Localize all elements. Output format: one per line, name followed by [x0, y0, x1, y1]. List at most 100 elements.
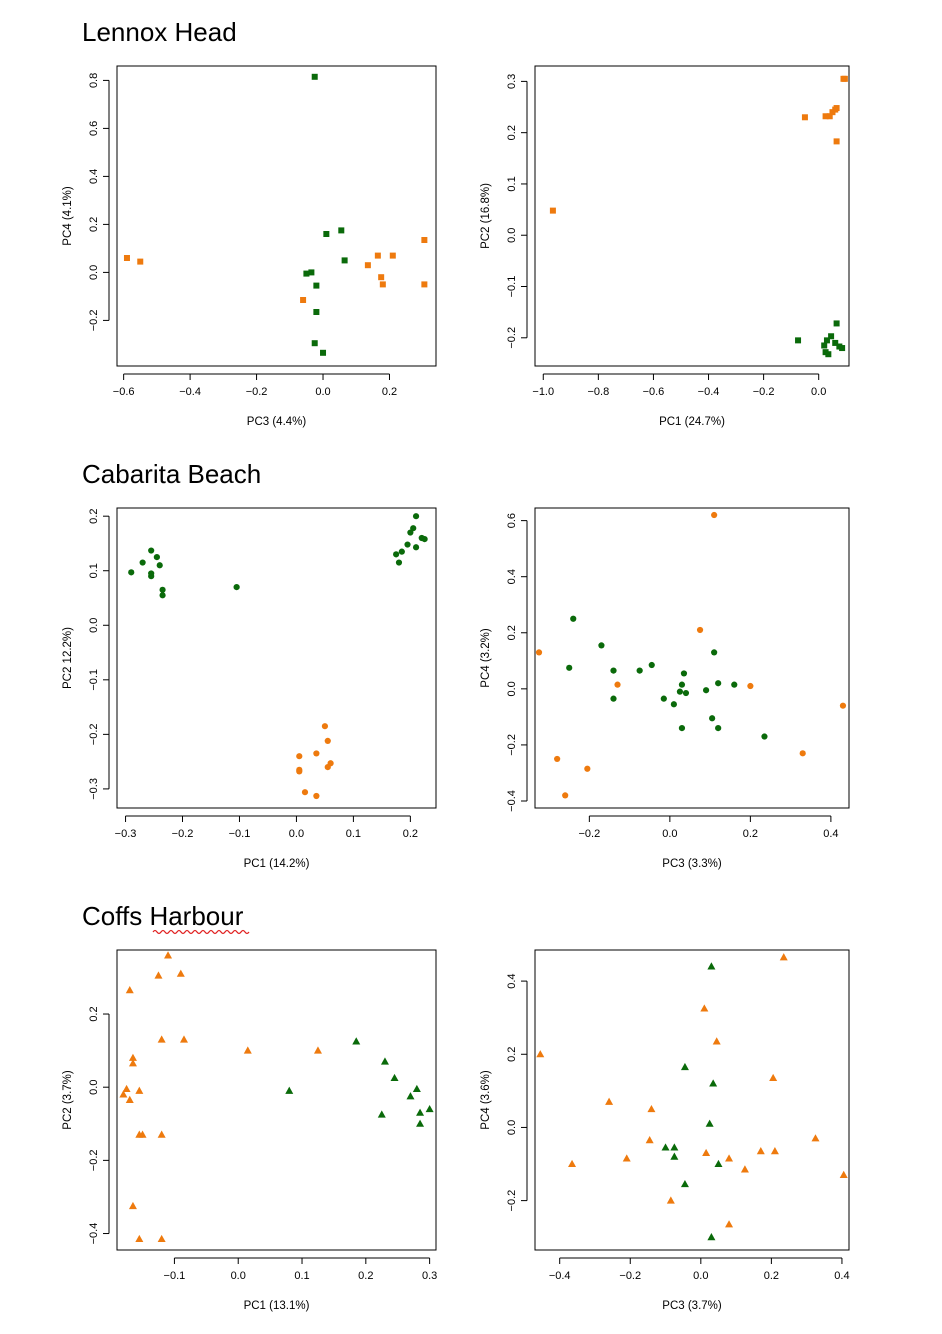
orange-circle-point [301, 789, 309, 796]
green-circle-point [598, 642, 605, 649]
y-tick-label: −0.2 [88, 1150, 100, 1172]
green-circle-point [702, 687, 710, 694]
y-axis-label: PC2 12.2%) [62, 627, 74, 689]
y-tick-label: −0.3 [88, 778, 100, 800]
green-triangle-point [670, 1152, 679, 1160]
x-tick-label: 0.0 [289, 828, 304, 840]
y-tick-label: 0.2 [506, 1047, 518, 1062]
orange-triangle-point [702, 1148, 711, 1157]
orange-triangle-point [157, 1035, 166, 1043]
x-tick-label: 0.0 [811, 386, 826, 398]
y-tick-label: −0.2 [506, 327, 518, 349]
orange-triangle-point [811, 1134, 820, 1142]
orange-triangle-point [645, 1136, 654, 1144]
orange-circle-point [747, 682, 754, 690]
green-circle-point [678, 681, 686, 688]
orange-circle-point [562, 792, 569, 799]
orange-circle-point [535, 649, 543, 656]
green-circle-point [412, 544, 420, 551]
y-tick-label: 0.4 [506, 569, 518, 584]
x-tick-label: −0.2 [619, 1270, 641, 1282]
green-square-point [795, 337, 802, 344]
green-circle-point [682, 689, 690, 697]
orange-triangle-point [769, 1073, 778, 1082]
x-axis-label: PC1 (14.2%) [244, 858, 310, 870]
x-tick-label: −0.1 [229, 828, 251, 840]
green-square-point [320, 349, 327, 356]
green-circle-point [731, 681, 738, 688]
y-axis-label: PC2 (3.7%) [62, 1070, 74, 1130]
section-title-lennox-head: Lennox Head [82, 17, 237, 47]
y-tick-label: −0.1 [506, 276, 518, 298]
y-tick-label: 0.4 [506, 973, 518, 988]
orange-square-point [822, 113, 829, 120]
orange-circle-point [324, 763, 331, 771]
green-square-point [839, 345, 846, 352]
green-circle-point [678, 724, 686, 732]
x-tick-label: −0.2 [753, 386, 775, 398]
orange-triangle-point [128, 1201, 137, 1210]
x-tick-label: 0.2 [764, 1270, 779, 1282]
orange-square-point [374, 252, 381, 259]
x-tick-label: 0.2 [358, 1270, 373, 1282]
y-tick-label: 0.0 [506, 1120, 518, 1135]
green-circle-point [148, 547, 155, 554]
orange-circle-point [614, 681, 621, 688]
orange-triangle-point [125, 1095, 134, 1103]
orange-circle-point [296, 753, 303, 760]
green-square-point [323, 231, 330, 237]
x-axis-label: PC1 (13.1%) [244, 1300, 310, 1312]
x-tick-label: −0.8 [587, 386, 609, 398]
green-circle-point [139, 559, 146, 566]
green-triangle-point [680, 1179, 689, 1188]
green-triangle-point [707, 962, 716, 970]
orange-square-point [379, 281, 386, 288]
green-triangle-point [406, 1092, 415, 1100]
green-triangle-point [425, 1104, 434, 1113]
green-square-point [308, 269, 315, 276]
orange-square-point [421, 237, 428, 243]
green-circle-point [680, 670, 688, 677]
plot-frame [116, 507, 437, 809]
orange-triangle-point [725, 1154, 734, 1162]
green-circle-point [148, 573, 155, 580]
x-tick-label: 0.0 [231, 1270, 246, 1282]
orange-triangle-point [135, 1234, 144, 1243]
orange-triangle-point [138, 1130, 147, 1138]
green-square-point [833, 320, 840, 327]
green-circle-point [398, 548, 405, 555]
orange-triangle-point [536, 1050, 545, 1058]
x-tick-label: −0.3 [115, 828, 137, 840]
x-tick-label: −0.6 [113, 386, 135, 398]
y-tick-label: 0.6 [88, 121, 100, 136]
orange-circle-point [296, 768, 303, 775]
orange-triangle-point [179, 1035, 188, 1043]
orange-triangle-point [135, 1086, 144, 1094]
y-tick-label: −0.2 [506, 1190, 518, 1212]
green-circle-point [393, 551, 400, 558]
green-circle-point [159, 592, 166, 599]
orange-circle-point [313, 792, 320, 800]
green-square-point [823, 337, 830, 344]
x-tick-label: −0.4 [698, 386, 720, 398]
orange-triangle-point [122, 1084, 131, 1093]
x-tick-label: −1.0 [532, 386, 554, 398]
x-tick-label: −0.4 [179, 386, 201, 398]
orange-square-point [421, 281, 428, 288]
green-triangle-point [705, 1119, 714, 1127]
y-tick-label: −0.1 [88, 669, 100, 691]
orange-square-point [841, 75, 848, 82]
green-triangle-point [285, 1086, 294, 1094]
green-circle-point [153, 553, 160, 561]
orange-triangle-point [128, 1059, 137, 1067]
green-circle-point [715, 724, 722, 732]
orange-circle-point [584, 765, 591, 772]
orange-triangle-point [770, 1147, 779, 1155]
x-tick-label: 0.1 [346, 828, 361, 840]
green-triangle-point [714, 1159, 723, 1168]
section-title-cabarita-beach: Cabarita Beach [82, 459, 262, 489]
plot-frame [116, 949, 437, 1251]
y-tick-label: 0.0 [506, 681, 518, 696]
y-tick-label: −0.2 [88, 310, 100, 332]
